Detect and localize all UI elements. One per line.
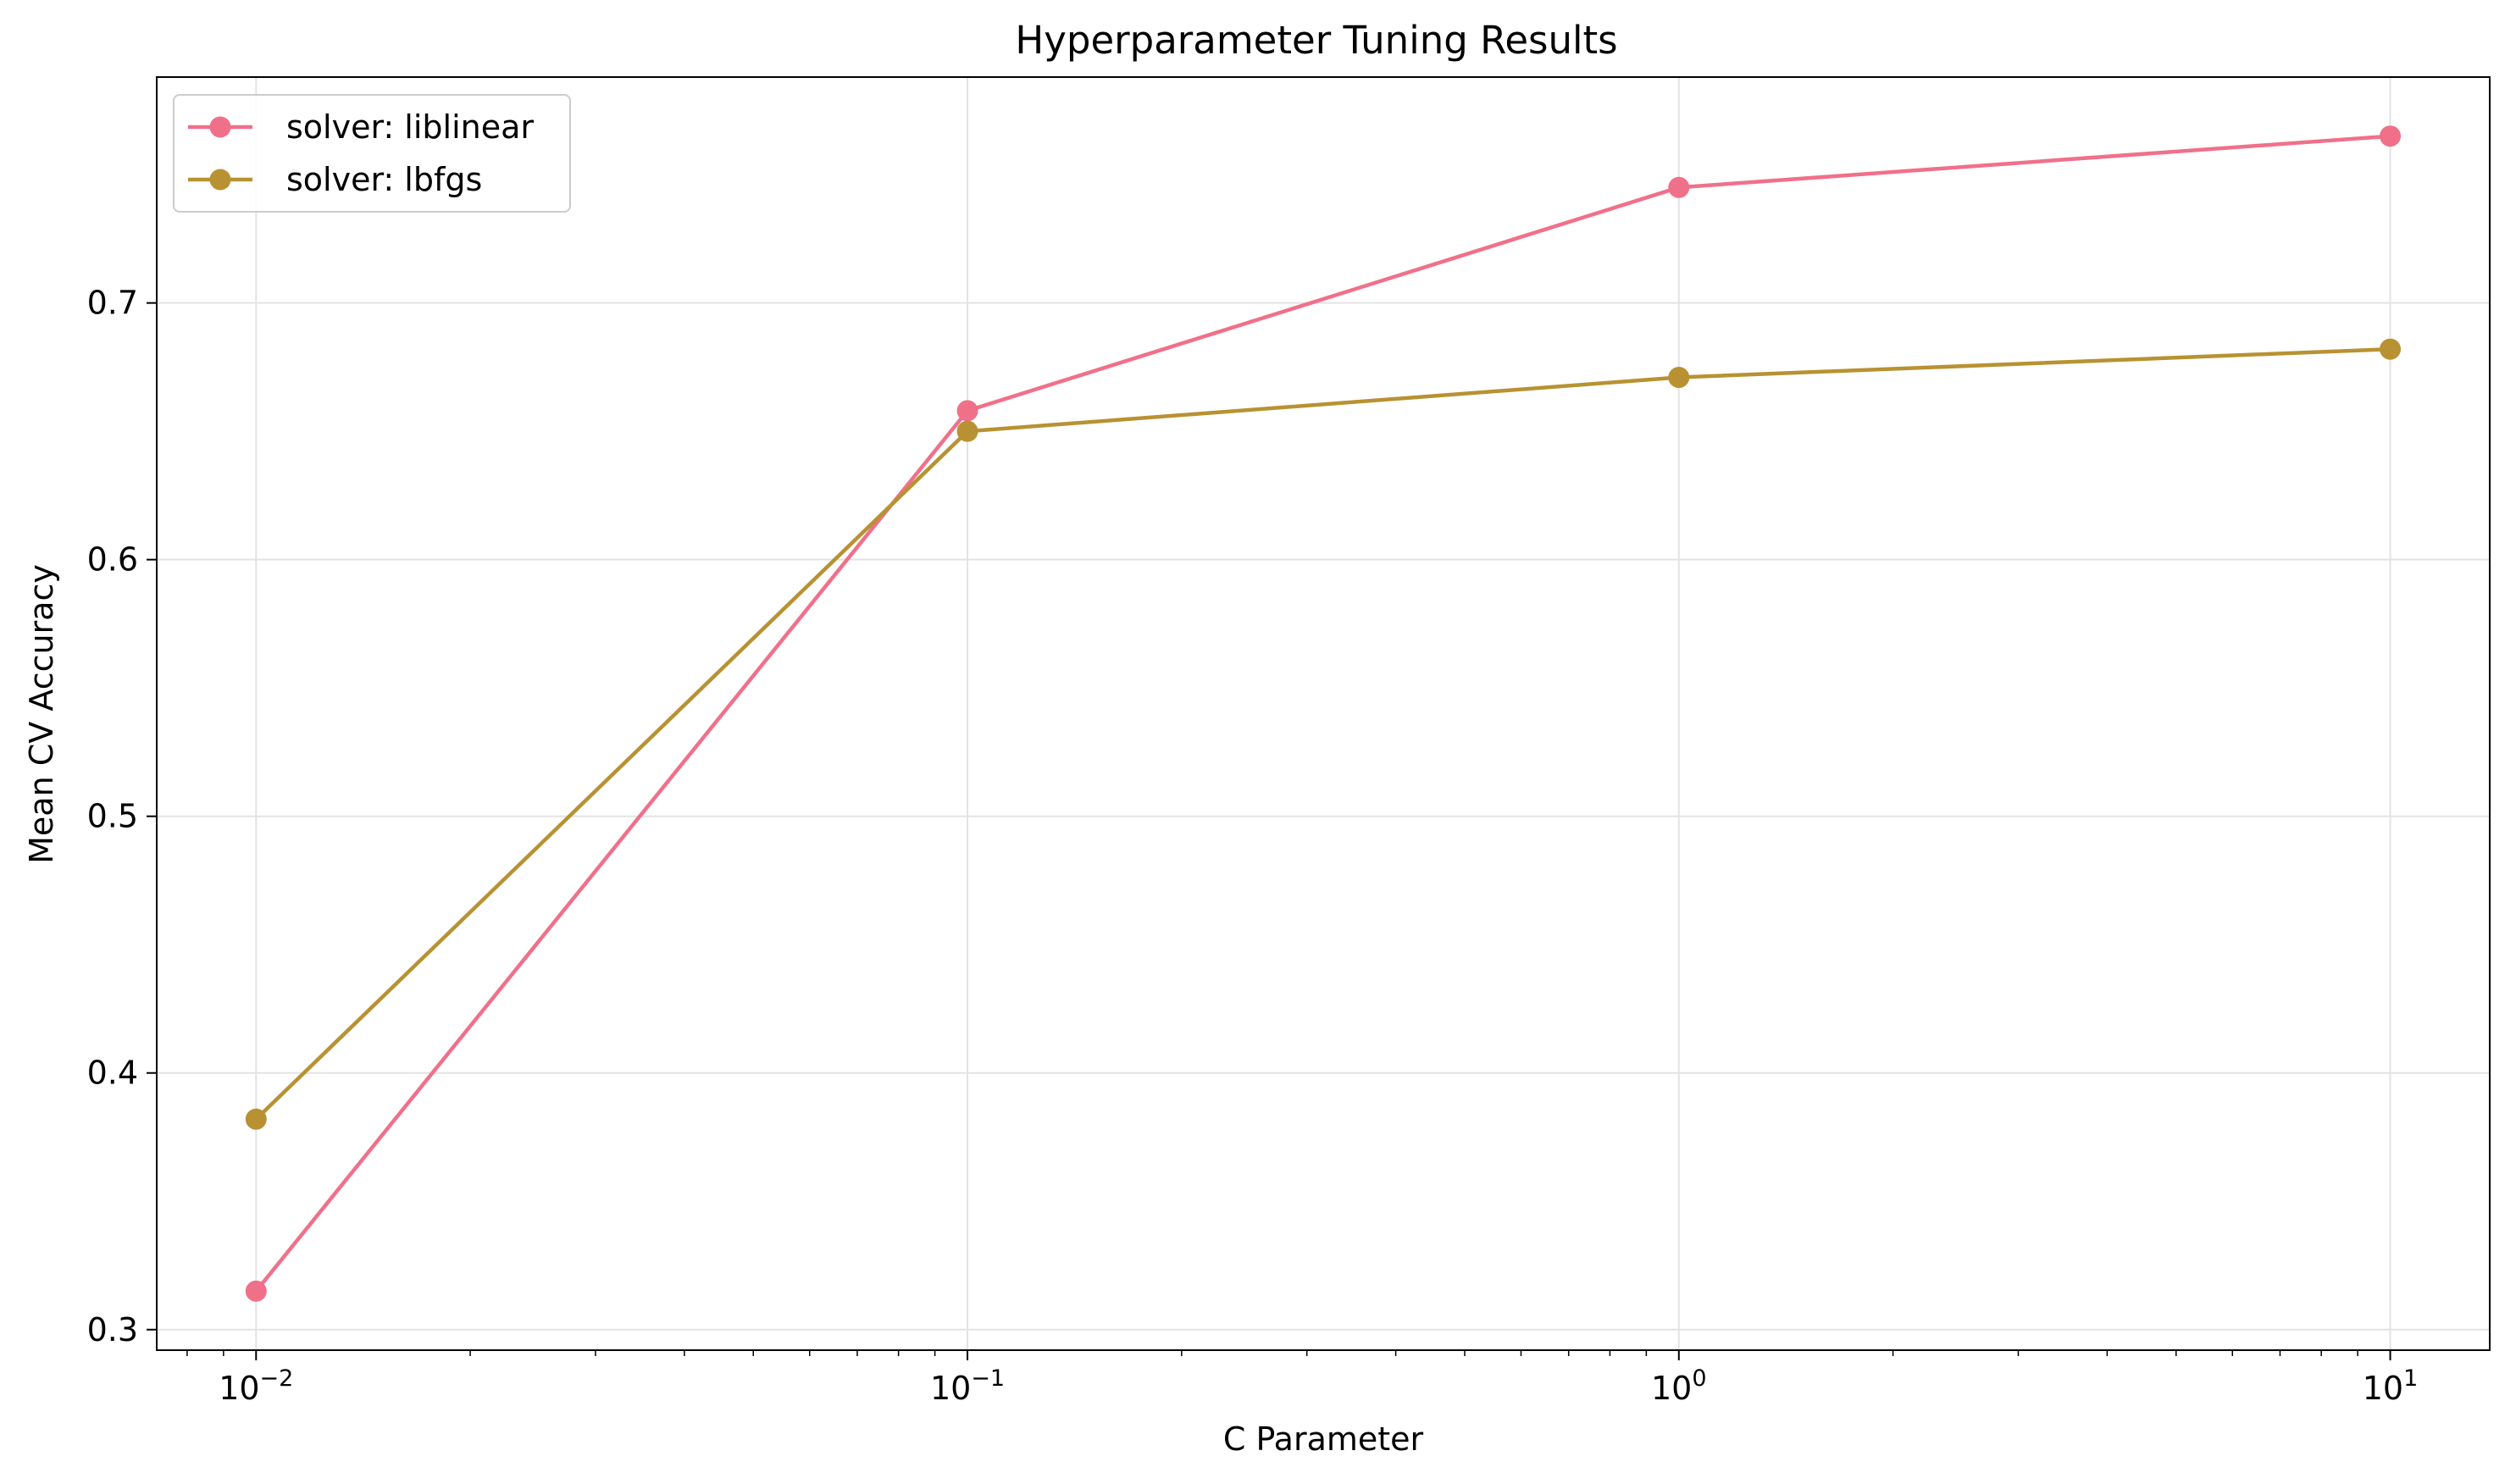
x-tick-label-exponent: −1 xyxy=(971,1365,1005,1392)
x-minor-ticks xyxy=(186,1350,2358,1356)
y-tick-label: 0.5 xyxy=(87,798,138,835)
series-layer xyxy=(245,125,2402,1302)
series-line-2 xyxy=(254,346,2392,1121)
x-axis-label: C Parameter xyxy=(1223,1420,1424,1458)
legend-label-2: solver: lbfgs xyxy=(286,161,482,198)
series-line-1 xyxy=(254,134,2392,1293)
data-point-series-1 xyxy=(245,1280,267,1302)
x-tick-label: 101 xyxy=(2363,1365,2419,1407)
x-tick-label-exponent: 1 xyxy=(2403,1365,2418,1392)
grid-lines xyxy=(157,77,2490,1350)
data-point-series-1 xyxy=(2380,125,2402,147)
legend: solver: liblinear solver: lbfgs xyxy=(173,94,571,213)
data-point-series-2 xyxy=(956,420,978,442)
legend-frame xyxy=(173,94,571,213)
x-tick-label-base: 10 xyxy=(930,1370,971,1407)
y-tick-labels: 0.3 0.4 0.5 0.6 0.7 xyxy=(87,285,138,1348)
y-tick-label: 0.6 xyxy=(87,541,138,579)
x-tick-label: 10−1 xyxy=(930,1365,1005,1407)
x-tick-label-exponent: −2 xyxy=(260,1365,294,1392)
data-point-series-1 xyxy=(956,400,978,422)
legend-label-1: solver: liblinear xyxy=(286,108,534,146)
x-tick-label-base: 10 xyxy=(2363,1370,2403,1407)
y-tick-label: 0.3 xyxy=(87,1311,138,1348)
axis-ticks xyxy=(147,302,2391,1360)
chart-title: Hyperparameter Tuning Results xyxy=(1015,18,1617,63)
data-point-series-2 xyxy=(1668,367,1690,389)
x-tick-label: 10−2 xyxy=(219,1365,293,1407)
x-tick-label-base: 10 xyxy=(219,1370,259,1407)
x-tick-labels: 10−2 10−1 100 101 xyxy=(219,1365,2418,1407)
y-tick-label: 0.4 xyxy=(87,1055,138,1092)
x-tick-label-exponent: 0 xyxy=(1692,1365,1706,1392)
legend-marker-1 xyxy=(209,116,231,138)
data-point-series-2 xyxy=(245,1108,267,1130)
x-tick-label: 100 xyxy=(1651,1365,1707,1407)
legend-marker-2 xyxy=(209,169,231,191)
x-tick-label-base: 10 xyxy=(1651,1370,1692,1407)
y-axis-label: Mean CV Accuracy xyxy=(23,564,60,864)
legend-items: solver: liblinear solver: lbfgs xyxy=(188,108,534,198)
data-point-series-1 xyxy=(1668,176,1690,198)
y-tick-label: 0.7 xyxy=(87,285,138,322)
plot-area-frame xyxy=(156,76,2491,1351)
plot-area-background xyxy=(157,77,2490,1350)
data-point-series-2 xyxy=(2380,338,2402,360)
